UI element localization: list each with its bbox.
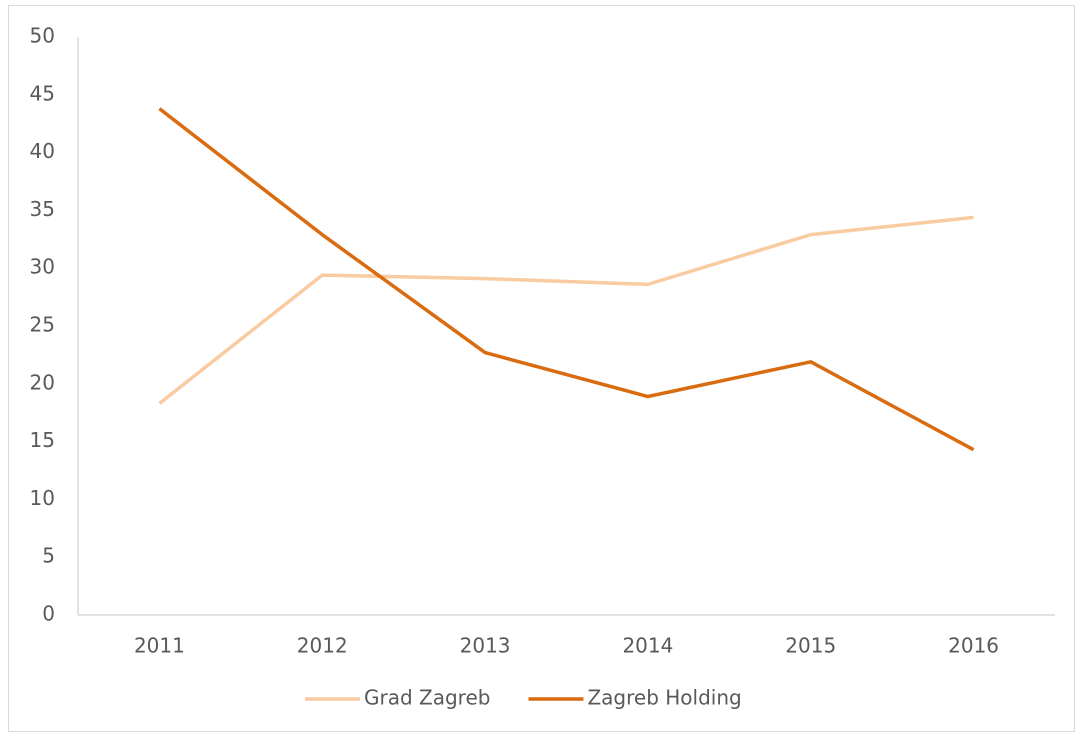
- legend-label: Zagreb Holding: [587, 686, 741, 710]
- chart-border: [8, 5, 1075, 732]
- y-tick-label: 15: [30, 428, 55, 452]
- y-tick-label: 50: [30, 24, 55, 48]
- x-tick-label: 2014: [622, 634, 673, 658]
- y-tick-label: 45: [30, 81, 55, 105]
- x-tick-label: 2013: [460, 634, 511, 658]
- y-tick-label: 35: [30, 197, 55, 221]
- legend-label: Grad Zagreb: [364, 686, 490, 710]
- x-tick-label: 2016: [948, 634, 999, 658]
- y-tick-label: 20: [30, 370, 55, 394]
- x-tick-label: 2012: [297, 634, 348, 658]
- y-tick-label: 40: [30, 139, 55, 163]
- y-tick-label: 30: [30, 255, 55, 279]
- y-tick-label: 5: [42, 544, 55, 568]
- x-tick-label: 2015: [785, 634, 836, 658]
- x-tick-label: 2011: [134, 634, 185, 658]
- y-tick-label: 10: [30, 486, 55, 510]
- y-tick-label: 25: [30, 313, 55, 337]
- line-series: [158, 107, 975, 452]
- y-tick-label: 0: [42, 602, 55, 626]
- line-series: [158, 215, 974, 405]
